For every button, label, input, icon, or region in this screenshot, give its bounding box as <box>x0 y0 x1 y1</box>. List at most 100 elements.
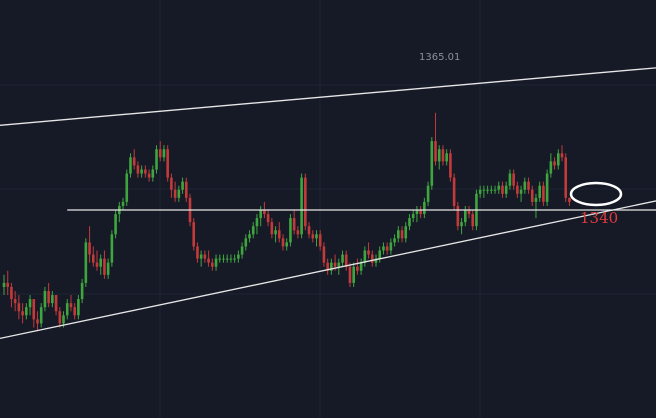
candle-body <box>478 189 482 194</box>
candle <box>162 145 166 162</box>
candle-body <box>486 189 489 191</box>
candle-body <box>568 197 571 202</box>
candle-body <box>516 185 519 194</box>
candle-body <box>69 303 73 308</box>
candle <box>136 161 140 178</box>
candle-body <box>170 177 173 190</box>
candle <box>430 137 434 190</box>
candle <box>307 222 311 239</box>
candle-body <box>423 201 426 215</box>
candle-body <box>181 181 184 190</box>
candle <box>348 262 352 287</box>
candle <box>36 311 39 332</box>
candle-body <box>467 210 471 215</box>
candle <box>564 153 568 202</box>
candle-body <box>542 185 545 202</box>
candle <box>374 254 378 267</box>
candle <box>359 258 363 275</box>
candle <box>147 169 151 182</box>
candle-body <box>147 173 151 178</box>
candle-body <box>43 291 47 308</box>
candle <box>501 181 504 198</box>
candle <box>538 181 541 202</box>
candle <box>497 181 501 194</box>
candle-body <box>501 185 504 194</box>
candle-body <box>211 262 214 267</box>
candle <box>367 242 370 259</box>
candle-body <box>203 254 207 259</box>
candle-body <box>28 299 32 308</box>
candle <box>356 258 359 275</box>
candle-body <box>482 189 486 191</box>
candle <box>344 250 348 271</box>
candle-body <box>460 222 463 227</box>
candle <box>478 185 482 198</box>
candle <box>449 149 452 182</box>
candle-body <box>32 299 36 320</box>
candle-body <box>411 214 415 219</box>
candle-body <box>158 149 162 158</box>
candle-body <box>456 205 460 227</box>
candle <box>300 173 303 239</box>
candle <box>315 230 318 247</box>
candle-body <box>248 234 251 239</box>
candle-body <box>449 153 452 178</box>
candle <box>434 112 437 166</box>
candle-body <box>13 299 17 304</box>
candle <box>110 230 114 267</box>
candle-body <box>270 222 274 235</box>
candle-body <box>218 258 222 260</box>
candle <box>322 242 326 267</box>
candle <box>39 303 43 328</box>
candle-body <box>512 173 515 186</box>
candle <box>214 254 218 271</box>
candle-body <box>437 149 441 162</box>
candle-body <box>121 201 125 206</box>
candle-body <box>155 149 158 170</box>
candle-body <box>266 214 270 223</box>
candle <box>32 299 36 328</box>
level-price-label: 1340 <box>580 209 618 227</box>
candle <box>125 169 129 206</box>
candle-body <box>445 153 448 162</box>
lower-channel-line <box>0 200 656 340</box>
candle-body <box>21 311 24 316</box>
candle-body <box>538 185 541 198</box>
candle <box>199 250 203 267</box>
candle <box>341 250 344 267</box>
candle-body <box>307 226 311 235</box>
candle-body <box>326 262 329 271</box>
candle <box>519 185 523 202</box>
candle-body <box>523 181 527 190</box>
candle <box>106 258 110 279</box>
candle-body <box>292 218 296 231</box>
candle <box>17 295 21 320</box>
candle-body <box>356 266 359 271</box>
candle-body <box>281 238 285 247</box>
candle <box>411 210 415 223</box>
candle-body <box>240 246 244 255</box>
candle <box>6 270 10 296</box>
candle-body <box>434 141 437 162</box>
candle <box>370 250 374 267</box>
candle <box>255 214 259 235</box>
candle <box>151 165 155 182</box>
candle-body <box>560 153 564 158</box>
candle-body <box>132 157 136 166</box>
candle-body <box>315 234 318 239</box>
candle-body <box>207 258 210 263</box>
candle <box>192 218 196 251</box>
candle <box>266 210 270 227</box>
candle-body <box>490 189 493 191</box>
candle <box>389 238 393 255</box>
candle-body <box>441 149 445 162</box>
candle <box>490 185 493 194</box>
candle-body <box>285 242 289 247</box>
candle-body <box>367 250 370 255</box>
candle-body <box>47 291 50 304</box>
candle <box>177 185 181 202</box>
candle <box>326 258 329 275</box>
candle <box>47 282 50 308</box>
upper-channel-line <box>0 67 656 126</box>
candle-body <box>91 254 95 263</box>
